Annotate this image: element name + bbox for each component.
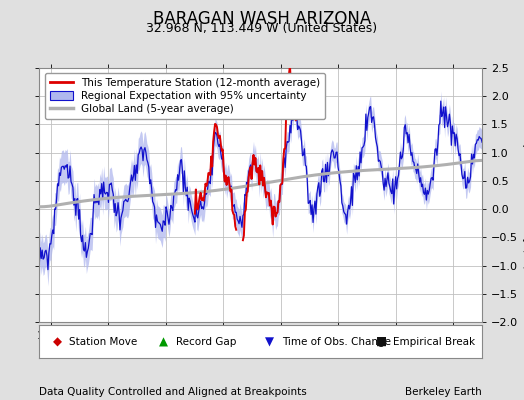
Text: ▲: ▲ — [159, 335, 168, 348]
Text: 32.968 N, 113.449 W (United States): 32.968 N, 113.449 W (United States) — [146, 22, 378, 35]
Text: ■: ■ — [376, 335, 387, 348]
Text: Time of Obs. Change: Time of Obs. Change — [282, 337, 391, 346]
Text: ▼: ▼ — [265, 335, 274, 348]
Text: Station Move: Station Move — [69, 337, 138, 346]
Text: ◆: ◆ — [52, 335, 62, 348]
Text: Data Quality Controlled and Aligned at Breakpoints: Data Quality Controlled and Aligned at B… — [39, 387, 307, 397]
Text: Record Gap: Record Gap — [176, 337, 236, 346]
Y-axis label: Temperature Anomaly (°C): Temperature Anomaly (°C) — [522, 121, 524, 269]
Legend: This Temperature Station (12-month average), Regional Expectation with 95% uncer: This Temperature Station (12-month avera… — [45, 73, 325, 119]
Text: Empirical Break: Empirical Break — [392, 337, 475, 346]
Text: Berkeley Earth: Berkeley Earth — [406, 387, 482, 397]
Text: BARAGAN WASH ARIZONA: BARAGAN WASH ARIZONA — [153, 10, 371, 28]
